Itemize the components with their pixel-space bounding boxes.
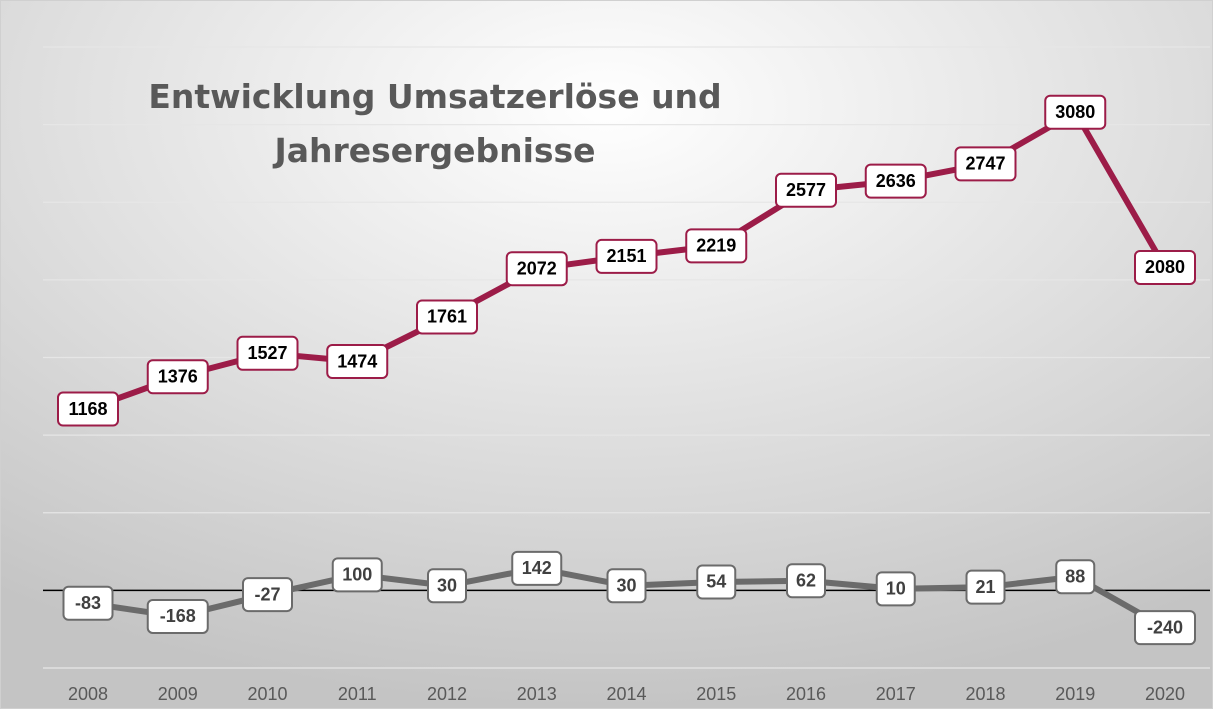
data-label-box — [1055, 559, 1096, 595]
data-label: 2151 — [606, 246, 646, 266]
data-label: 142 — [522, 558, 552, 578]
data-label-box — [864, 163, 927, 199]
x-tick-label: 2010 — [247, 684, 287, 704]
x-tick-label: 2009 — [158, 684, 198, 704]
data-label: 2219 — [696, 236, 736, 256]
data-label-box — [875, 571, 916, 607]
data-label: 3080 — [1055, 102, 1095, 122]
data-label: 1474 — [337, 351, 377, 371]
data-label: 10 — [886, 579, 906, 599]
x-tick-label: 2014 — [606, 684, 646, 704]
x-tick-label: 2019 — [1055, 684, 1095, 704]
data-label-box — [685, 228, 748, 264]
data-label-box — [62, 585, 114, 621]
data-label-box — [954, 146, 1017, 182]
data-label-box — [786, 563, 826, 599]
x-tick-label: 2012 — [427, 684, 467, 704]
data-label: 21 — [975, 577, 995, 597]
data-label: 2747 — [965, 154, 1005, 174]
data-label: -83 — [75, 593, 101, 613]
data-label-box — [595, 238, 658, 274]
x-tick-label: 2013 — [517, 684, 557, 704]
data-label-box — [242, 577, 293, 613]
data-label-box — [146, 359, 209, 395]
x-tick-label: 2011 — [338, 684, 377, 704]
data-label: 2072 — [517, 258, 557, 278]
data-label-box — [505, 251, 568, 287]
data-label-box — [965, 569, 1006, 605]
data-label-box — [331, 557, 383, 593]
data-label-box — [696, 564, 737, 600]
x-tick-label: 2018 — [965, 684, 1005, 704]
data-label: 2577 — [786, 180, 826, 200]
x-tick-label: 2017 — [876, 684, 916, 704]
chart-title: Entwicklung Umsatzerlöse und Jahresergeb… — [148, 77, 722, 170]
data-label-box — [1134, 249, 1196, 285]
data-label: 88 — [1065, 566, 1085, 586]
x-tick-label: 2020 — [1145, 684, 1185, 704]
data-label-box — [1134, 610, 1196, 646]
data-label-box — [57, 391, 119, 427]
data-label-box — [606, 568, 647, 604]
data-label: 30 — [616, 575, 636, 595]
data-label: 2636 — [876, 171, 916, 191]
data-label-box — [775, 172, 837, 208]
data-label-box — [416, 299, 478, 335]
data-label-box — [511, 550, 563, 586]
data-label: -27 — [254, 584, 280, 604]
data-label: -240 — [1147, 617, 1183, 637]
data-label: 30 — [437, 575, 457, 595]
x-tick-label: 2015 — [696, 684, 736, 704]
data-label-box — [1044, 94, 1107, 130]
data-label: 1376 — [158, 367, 198, 387]
data-label: -168 — [160, 606, 196, 626]
x-tick-label: 2016 — [786, 684, 826, 704]
data-label: 54 — [706, 572, 726, 592]
data-label-box — [236, 335, 299, 371]
data-label: 62 — [796, 570, 816, 590]
data-label: 1168 — [68, 399, 107, 419]
data-label: 1761 — [427, 307, 467, 327]
data-label: 100 — [342, 565, 372, 585]
data-label: 1527 — [247, 343, 287, 363]
data-label-box — [146, 598, 209, 634]
x-tick-label: 2008 — [68, 684, 108, 704]
data-label-box — [326, 344, 389, 380]
data-label: 2080 — [1145, 257, 1185, 277]
data-label-box — [427, 568, 467, 604]
